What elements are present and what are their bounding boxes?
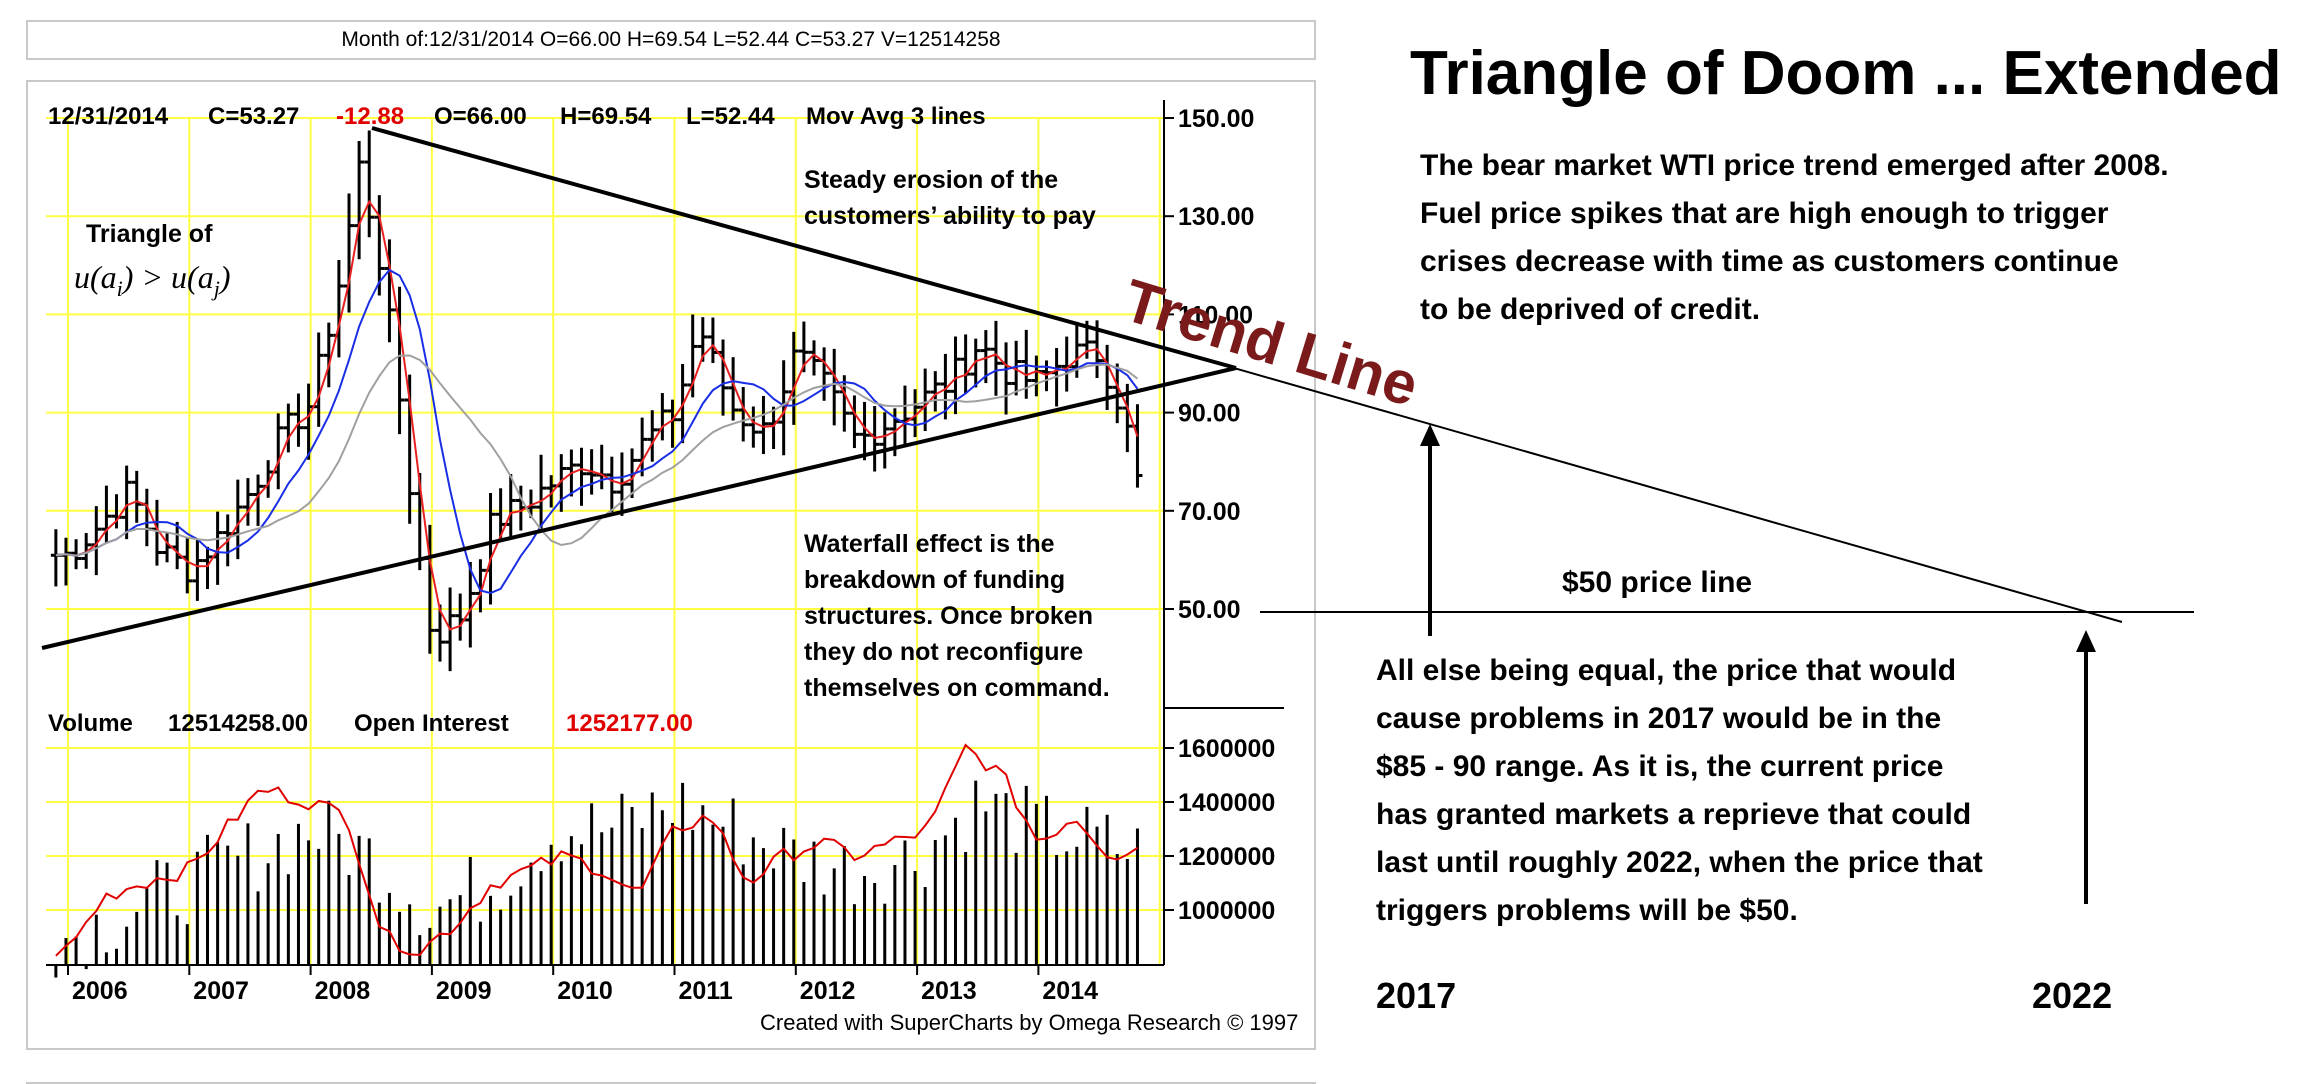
volume-tick-label: 1400000 <box>1178 789 1275 817</box>
moving-averages <box>55 199 1139 631</box>
credit-text: Created with SuperCharts by Omega Resear… <box>760 1010 1298 1035</box>
x-tick-label: 2010 <box>557 977 613 1005</box>
y-tick-label: 130.00 <box>1178 203 1254 231</box>
ma-mid <box>55 268 1139 595</box>
chart-grid <box>46 117 1164 965</box>
year-label-2022: 2022 <box>2032 975 2113 1016</box>
x-tick-label: 2006 <box>72 977 128 1005</box>
volume-value: 12514258.00 <box>168 710 308 737</box>
x-tick-label: 2013 <box>921 977 977 1005</box>
oi-label: Open Interest <box>354 710 509 737</box>
x-tick-label: 2012 <box>800 977 856 1005</box>
open-interest-line <box>55 743 1139 957</box>
y-tick-label: 110.00 <box>1178 301 1253 329</box>
trend-line-extension <box>1149 343 2123 623</box>
arrow-2017-head <box>1420 424 1440 446</box>
legend-open: O=66.00 <box>434 103 527 130</box>
x-tick-label: 2009 <box>436 977 492 1005</box>
legend-change: -12.88 <box>336 103 404 130</box>
volume-label: Volume <box>48 710 133 737</box>
erosion-text-2: customers’ ability to pay <box>804 202 1096 230</box>
y-tick-label: 50.00 <box>1178 596 1241 624</box>
chart-frame <box>26 80 1316 1050</box>
oi-value: 1252177.00 <box>566 710 693 737</box>
x-tick-label: 2014 <box>1042 977 1098 1005</box>
y-tick-label: 90.00 <box>1178 400 1241 428</box>
page-title: Triangle of Doom ... Extended <box>1410 39 2282 108</box>
lower-trend-line <box>41 366 1237 650</box>
legend-low: L=52.44 <box>686 103 775 130</box>
legend-studies: Mov Avg 3 lines <box>806 103 986 130</box>
axes: 150.00 130.00 110.00 90.00 70.00 50.00 1600000… <box>46 100 1284 1005</box>
volume-tick-label: 1200000 <box>1178 843 1275 871</box>
x-tick-label: 2007 <box>193 977 249 1005</box>
waterfall-text-2: breakdown of funding <box>804 566 1065 594</box>
price-line-label: $50 price line <box>1562 566 1752 599</box>
volume-tick-label: 1600000 <box>1178 735 1275 763</box>
y-tick-label: 150.00 <box>1178 105 1254 133</box>
paragraph-reprieve: All else being equal, the price that wou… <box>1376 654 1983 927</box>
legend-close: C=53.27 <box>208 103 299 130</box>
y-tick-label: 70.00 <box>1178 498 1241 526</box>
legend-high: H=69.54 <box>560 103 652 130</box>
x-tick-label: 2011 <box>679 977 733 1005</box>
paragraph-bear-market: The bear market WTI price trend emerged … <box>1420 149 2169 326</box>
legend-date: 12/31/2014 <box>48 103 169 130</box>
trend-line-label: Trend Line <box>1116 266 1426 419</box>
ma-slow <box>55 354 1139 557</box>
waterfall-text-4: they do not reconfigure <box>804 638 1083 666</box>
waterfall-text-5: themselves on command. <box>804 674 1110 702</box>
volume-tick-label: 1000000 <box>1178 897 1275 925</box>
volume-bars <box>54 780 1139 978</box>
open-interest-path <box>55 743 1139 957</box>
trend-lines <box>41 126 2194 650</box>
upper-trend-line <box>371 126 1237 370</box>
waterfall-text-3: structures. Once broken <box>804 602 1093 630</box>
x-tick-label: 2008 <box>315 977 371 1005</box>
chart-header-bar: Month of:12/31/2014 O=66.00 H=69.54 L=52… <box>26 20 1316 60</box>
ma-fast <box>55 199 1139 631</box>
header-text: Month of:12/31/2014 O=66.00 H=69.54 L=52… <box>341 28 1001 51</box>
arrow-2022-head <box>2076 630 2096 652</box>
erosion-text-1: Steady erosion of the <box>804 166 1058 194</box>
utility-formula: u(ai) > u(aj) <box>74 259 230 301</box>
year-label-2017: 2017 <box>1376 975 1457 1016</box>
triangle-label: Triangle of <box>86 220 213 248</box>
waterfall-text-1: Waterfall effect is the <box>804 530 1055 558</box>
